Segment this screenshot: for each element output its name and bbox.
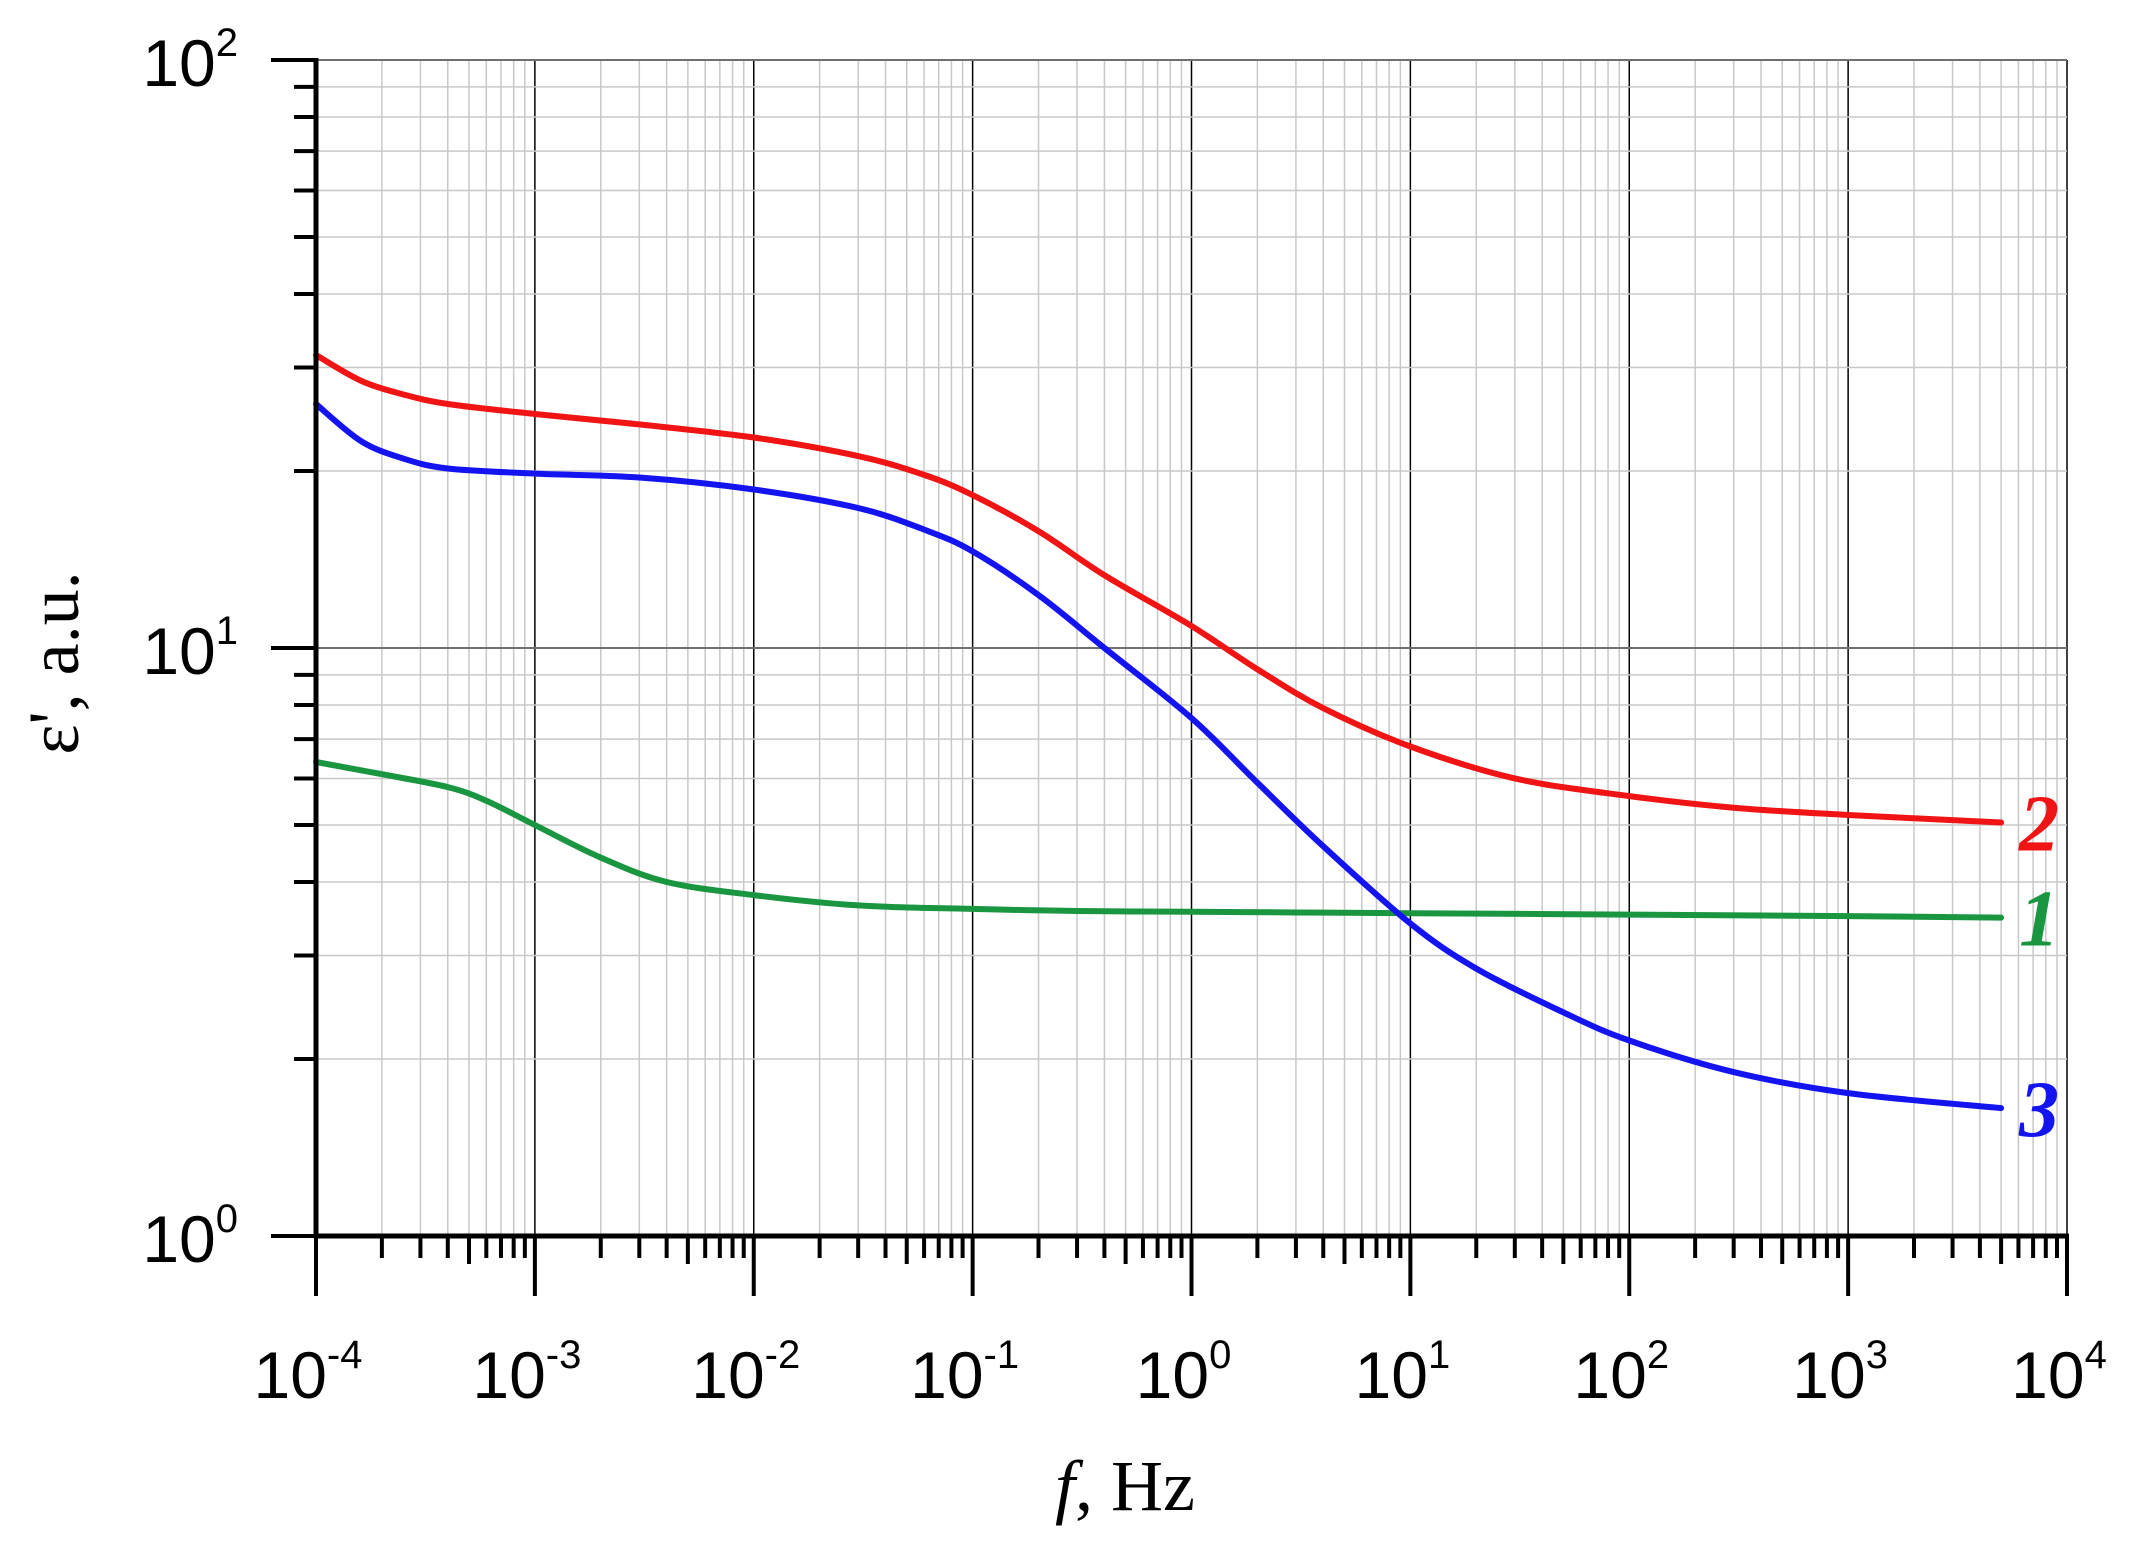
series-label-2: 2 bbox=[2018, 780, 2059, 868]
series-label-1: 1 bbox=[2019, 876, 2059, 964]
axes bbox=[271, 58, 2069, 1296]
x-tick-label-base: 10 bbox=[1573, 1338, 1646, 1412]
x-tick-label-base: 10 bbox=[1355, 1338, 1428, 1412]
y-tick-label-base: 10 bbox=[142, 1202, 215, 1276]
y-tick-label-exponent: 0 bbox=[216, 1197, 238, 1241]
y-tick-label-base: 10 bbox=[142, 26, 215, 100]
series-label-3: 3 bbox=[2018, 1066, 2059, 1154]
x-tick-label: 103 bbox=[1792, 1333, 1888, 1412]
x-tick-label-base: 10 bbox=[2011, 1338, 2084, 1412]
x-tick-label: 10-1 bbox=[910, 1333, 1019, 1412]
grid bbox=[315, 59, 2068, 1237]
x-tick-label-exponent: 2 bbox=[1647, 1333, 1669, 1377]
x-tick-label-exponent: 3 bbox=[1866, 1333, 1888, 1377]
x-tick-label-base: 10 bbox=[1792, 1338, 1865, 1412]
x-axis-title-unit: , Hz bbox=[1075, 1446, 1195, 1526]
series-line-2 bbox=[313, 352, 2005, 826]
x-tick-label-exponent: 4 bbox=[2085, 1333, 2107, 1377]
x-tick-label-base: 10 bbox=[254, 1338, 327, 1412]
x-tick-label: 10-4 bbox=[254, 1333, 363, 1412]
plot-series: 12 3 bbox=[313, 352, 2059, 1154]
x-tick-label: 102 bbox=[1573, 1333, 1669, 1412]
series-line-3 bbox=[313, 401, 2005, 1112]
x-tick-label-base: 10 bbox=[910, 1338, 983, 1412]
x-tick-label-exponent: 1 bbox=[1428, 1333, 1450, 1377]
x-tick-label-exponent: -3 bbox=[546, 1333, 582, 1377]
series-line-1 bbox=[313, 759, 2005, 921]
x-tick-label-exponent: 0 bbox=[1209, 1333, 1231, 1377]
x-tick-label: 10-2 bbox=[691, 1333, 800, 1412]
x-tick-label: 104 bbox=[2011, 1333, 2107, 1412]
x-tick-label-base: 10 bbox=[472, 1338, 545, 1412]
y-tick-label: 100 bbox=[142, 1197, 238, 1276]
x-tick-label-exponent: -1 bbox=[984, 1333, 1020, 1377]
y-tick-label: 101 bbox=[142, 609, 238, 688]
x-tick-label-base: 10 bbox=[691, 1338, 764, 1412]
x-tick-label-exponent: -2 bbox=[765, 1333, 801, 1377]
x-tick-label: 101 bbox=[1355, 1333, 1451, 1412]
y-tick-label-exponent: 1 bbox=[216, 609, 238, 653]
x-tick-label-exponent: -4 bbox=[327, 1333, 363, 1377]
x-tick-label-base: 10 bbox=[1136, 1338, 1209, 1412]
y-tick-label: 102 bbox=[142, 21, 238, 100]
x-tick-label: 10-3 bbox=[472, 1333, 581, 1412]
y-tick-label-base: 10 bbox=[142, 614, 215, 688]
x-tick-label: 100 bbox=[1136, 1333, 1232, 1412]
x-axis-title: f, Hz bbox=[1055, 1446, 1195, 1526]
y-axis-title: ε', a.u. bbox=[14, 571, 94, 754]
y-tick-label-exponent: 2 bbox=[216, 21, 238, 65]
